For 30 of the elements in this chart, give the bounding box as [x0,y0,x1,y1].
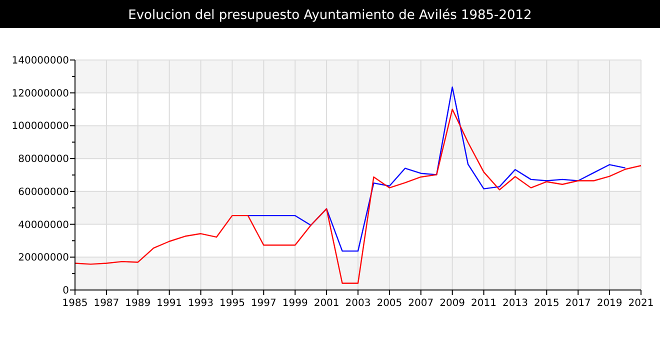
x-tick-label: 2001 [314,298,340,309]
y-tick-label: 40000000 [18,220,69,231]
x-tick-label: 2005 [376,298,402,309]
x-tick-label: 2013 [502,298,528,309]
y-tick-label: 120000000 [12,88,69,100]
line-series [247,86,626,252]
x-tick-label: 2021 [628,298,654,309]
x-tick-label: 1987 [94,298,120,309]
chart-title: Evolucion del presupuesto Ayuntamiento de Avilés 1985-2012 [128,8,532,23]
y-tick-label: 60000000 [18,186,69,198]
x-tick-label: 1999 [282,298,308,309]
x-tick-label: 2003 [345,298,371,309]
x-tick-label: 2011 [471,298,497,309]
x-tick-label: 1985 [62,298,88,309]
y-tick-label: 20000000 [18,252,69,264]
y-tick-label: 0 [62,286,69,296]
x-tick-label: 1995 [219,298,245,309]
x-tick-label: 2015 [534,298,560,309]
x-tick-label: 1997 [250,298,276,309]
x-tick-label: 1989 [125,298,151,309]
x-tick-label: 2019 [596,298,622,309]
x-tick-label: 1993 [188,298,214,309]
y-tick-label: 100000000 [12,121,69,132]
x-tick-label: 1991 [156,298,182,309]
y-tick-label: 140000000 [12,56,69,66]
x-tick-label: 2017 [565,298,591,309]
y-tick-label: 80000000 [18,154,69,166]
x-tick-label: 2007 [408,298,434,309]
line-series [74,108,642,284]
x-tick-label: 2009 [440,298,466,309]
